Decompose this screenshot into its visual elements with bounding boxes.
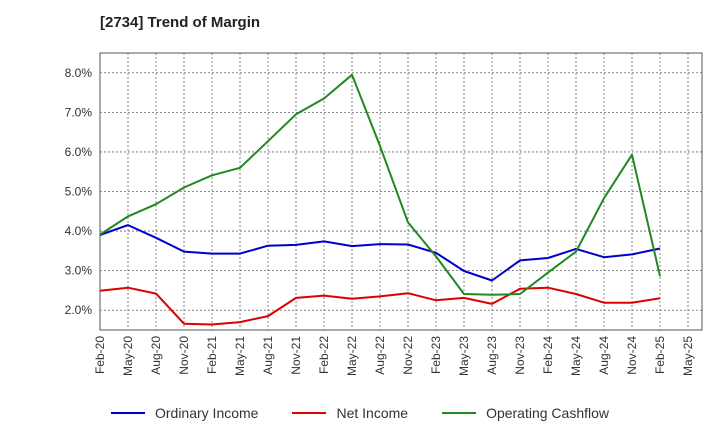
grid-lines <box>100 53 702 330</box>
series-line-ordinary-income <box>99 224 661 282</box>
legend-label: Operating Cashflow <box>486 405 610 421</box>
legend-swatch <box>110 412 145 414</box>
y-tick-label: 5.0% <box>65 185 93 199</box>
y-tick-label: 4.0% <box>65 224 93 238</box>
x-tick-label: Nov-24 <box>625 336 639 375</box>
series-line-net-income <box>99 286 661 326</box>
x-tick-label: Aug-24 <box>597 336 611 375</box>
x-tick-label: Feb-25 <box>653 336 667 374</box>
x-axis-tick-labels: Feb-20 May-20 Aug-20 Nov-20 Feb-21 May-21 Aug-… <box>93 336 695 376</box>
chart-title: [2734] Trend of Margin <box>100 14 261 31</box>
x-tick-label: May-23 <box>457 336 471 376</box>
x-tick-label: May-25 <box>681 336 695 376</box>
x-tick-label: Nov-20 <box>177 336 191 375</box>
legend-label: Net Income <box>336 405 409 421</box>
y-tick-label: 8.0% <box>65 66 93 80</box>
y-tick-label: 7.0% <box>65 105 93 119</box>
x-tick-label: Feb-22 <box>317 336 331 374</box>
legend-swatch <box>292 412 327 414</box>
legend-item: Operating Cashflow <box>442 405 609 421</box>
x-tick-label: May-20 <box>121 336 135 376</box>
x-tick-label: Feb-24 <box>541 336 555 374</box>
series-lines <box>99 73 661 326</box>
legend-label: Ordinary Income <box>154 405 259 421</box>
x-tick-label: May-21 <box>233 336 247 376</box>
legend-item: Ordinary Income <box>110 405 259 421</box>
y-tick-label: 6.0% <box>65 145 93 159</box>
legend-swatch <box>442 412 477 414</box>
x-tick-label: Nov-21 <box>289 336 303 375</box>
x-tick-label: Aug-23 <box>485 336 499 375</box>
x-tick-label: Feb-23 <box>429 336 443 374</box>
chart-legend: Ordinary Income Net Income Operating Cashf… <box>0 405 720 421</box>
x-tick-label: Feb-20 <box>93 336 107 374</box>
x-tick-label: Aug-22 <box>373 336 387 375</box>
x-tick-label: Nov-23 <box>513 336 527 375</box>
x-tick-label: Aug-20 <box>149 336 163 375</box>
x-tick-label: Nov-22 <box>401 336 415 375</box>
x-tick-label: Feb-21 <box>205 336 219 374</box>
x-tick-label: May-24 <box>569 336 583 376</box>
legend-item: Net Income <box>292 405 408 421</box>
y-tick-label: 2.0% <box>65 303 93 317</box>
y-tick-label: 3.0% <box>65 264 93 278</box>
y-axis-tick-labels: 2.0% 3.0% 4.0% 5.0% 6.0% 7.0% 8.0% <box>65 66 93 317</box>
x-tick-label: Aug-21 <box>261 336 275 375</box>
x-tick-label: May-22 <box>345 336 359 376</box>
series-line-operating-cashflow <box>99 73 661 296</box>
